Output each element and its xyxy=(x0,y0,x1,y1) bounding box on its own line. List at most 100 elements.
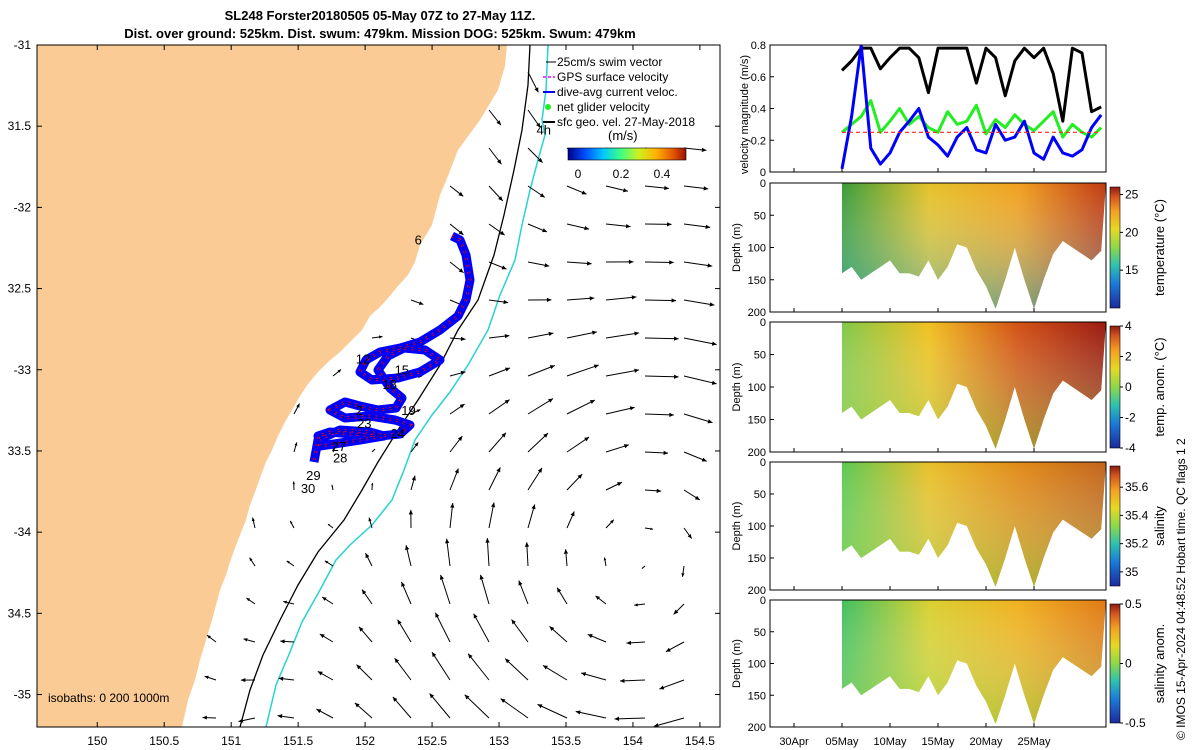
velocity-vector xyxy=(445,538,451,567)
velocity-vector xyxy=(683,299,715,307)
legend-label: GPS surface velocity xyxy=(557,70,668,84)
velocity-vector xyxy=(537,703,568,719)
velocity-ytick-label: 0.4 xyxy=(751,104,766,116)
temperature-ylabel: Depth (m) xyxy=(731,223,743,272)
velocity-vector xyxy=(358,626,373,643)
temp_anom-panel: 0 50 100 150 200 Depth (m) 4 2 0 -2 -4 temp. anom. … xyxy=(731,317,1167,459)
velocity-vector xyxy=(488,261,507,270)
velocity-vector xyxy=(644,374,679,379)
velocity-vector xyxy=(653,717,685,727)
date-tick-label: 10May xyxy=(873,736,907,748)
sal_anom-cbar-tick: -0.5 xyxy=(1125,716,1146,730)
velocity-vector xyxy=(449,435,463,453)
velocity-vector xyxy=(356,664,373,681)
velocity-vector xyxy=(566,185,587,195)
velocity-vector xyxy=(319,633,334,643)
velocity-vector xyxy=(587,633,607,643)
velocity-vector xyxy=(449,403,465,415)
legend-entry: 25cm/s swim vector xyxy=(546,55,662,69)
track-day-label: 28 xyxy=(333,450,347,465)
salinity-ytick-label: 200 xyxy=(748,585,766,597)
speed-colorbar-tick-2: 0.4 xyxy=(654,167,671,181)
track-day-label: 27 xyxy=(332,439,346,454)
velocity-vector xyxy=(464,694,490,719)
velocity-vector xyxy=(683,375,717,385)
velocity-ytick-label: 0 xyxy=(760,167,766,179)
velocity-vector xyxy=(566,223,590,231)
legend-entry: sfc geo. vel. 27-May-2018 xyxy=(543,115,695,129)
sal_anom-ytick-label: 200 xyxy=(748,722,766,734)
velocity-vector xyxy=(327,523,334,529)
temp_anom-cbar-tick: 4 xyxy=(1125,319,1132,333)
date-axis: 30Apr 05May 10May 15May 20May 25May xyxy=(779,736,1051,748)
velocity-vector xyxy=(683,527,693,539)
velocity-vector xyxy=(449,261,464,274)
track-day-label: 12 xyxy=(356,351,370,366)
lat-tick-label: -33 xyxy=(14,363,32,377)
velocity-vector xyxy=(644,450,669,455)
lon-tick-label: 152 xyxy=(355,734,375,748)
velocity-vector xyxy=(527,261,550,268)
velocity-vector xyxy=(206,634,217,643)
velocity-vector xyxy=(595,595,607,605)
velocity-vector xyxy=(605,223,631,229)
velocity-vector xyxy=(321,596,334,605)
velocity-vector xyxy=(527,185,546,198)
speed-colorbar xyxy=(567,147,687,161)
velocity-vector xyxy=(644,527,654,531)
temperature-ytick-label: 0 xyxy=(760,178,766,190)
temperature-panel: 0 50 100 150 200 Depth (m) 25 20 15 temperature (… xyxy=(731,178,1167,319)
velocity-vector xyxy=(488,367,511,377)
legend-label: dive-avg current veloc. xyxy=(557,85,678,99)
velocity-vector xyxy=(434,612,451,643)
velocity-vector xyxy=(283,600,295,605)
velocity-vector xyxy=(527,467,543,491)
temp_anom-colorbar xyxy=(1109,325,1121,449)
velocity-vector xyxy=(488,502,496,529)
lon-tick-label: 153.5 xyxy=(551,734,581,748)
velocity-vector xyxy=(566,330,597,339)
velocity-vector xyxy=(240,677,256,683)
velocity-vector xyxy=(410,442,419,453)
colorbar-unit: (m/s) xyxy=(608,128,638,143)
temperature-ytick-label: 100 xyxy=(748,243,766,255)
track-day-label: 24 xyxy=(391,426,405,441)
velocity-vector xyxy=(289,520,295,529)
track-day-label: 29 xyxy=(306,468,320,483)
velocity-vector xyxy=(479,574,490,605)
temp_anom-cbar-label: temp. anom. (°C) xyxy=(1152,337,1167,436)
track-line xyxy=(313,235,471,463)
velocity-vector xyxy=(354,702,373,719)
lon-tick-label: 151.5 xyxy=(283,734,313,748)
velocity-vector xyxy=(488,147,502,165)
velocity-vector xyxy=(605,481,623,491)
velocity-vector xyxy=(251,517,256,529)
velocity-vector xyxy=(527,432,549,453)
velocity-vector xyxy=(683,185,709,191)
sal_anom-cbar-tick: 0 xyxy=(1125,657,1132,671)
velocity-vector xyxy=(683,261,713,268)
land-mass xyxy=(37,45,507,727)
figure-title-line1: SL248 Forster20180505 05-May 07Z to 27-M… xyxy=(224,8,536,23)
velocity-vector xyxy=(243,638,256,643)
velocity-vector xyxy=(518,580,529,605)
legend-label: sfc geo. vel. 27-May-2018 xyxy=(557,115,695,129)
velocity-vector xyxy=(659,679,685,690)
velocity-vector xyxy=(641,565,646,569)
velocity-ytick-label: 0.6 xyxy=(751,72,766,84)
velocity-vector xyxy=(332,369,342,377)
velocity-vector xyxy=(527,223,548,233)
velocity-vector xyxy=(392,696,412,719)
velocity-vector xyxy=(683,147,707,153)
velocity-vector xyxy=(681,565,685,577)
velocity-vector xyxy=(408,509,413,529)
temperature-cbar-tick: 15 xyxy=(1125,263,1139,277)
velocity-vector xyxy=(566,511,575,529)
velocity-ytick-label: 0.2 xyxy=(751,135,766,147)
velocity-vector xyxy=(246,597,256,605)
velocity-vector xyxy=(500,698,529,719)
velocity-vector xyxy=(286,560,295,567)
speed-colorbar-tick-0: 0 xyxy=(575,167,582,181)
temperature-colorbar xyxy=(1109,186,1121,309)
